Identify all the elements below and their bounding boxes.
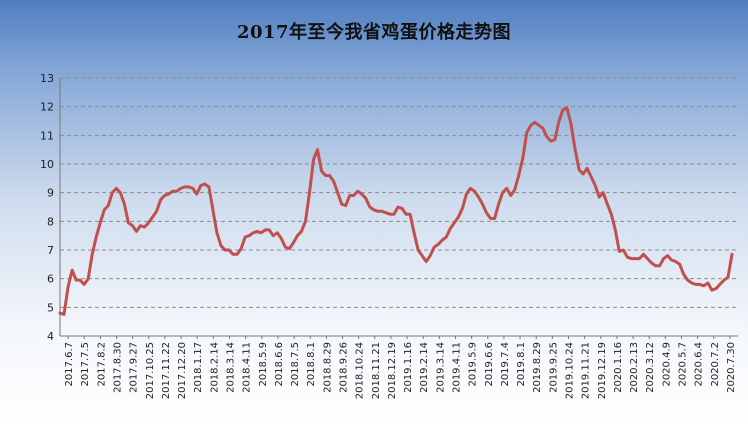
- x-tick-label: 2020.7.30: [726, 342, 737, 393]
- x-tick-label: 2020.7.2: [710, 342, 721, 387]
- x-tick-label: 2018.7.5: [290, 342, 301, 387]
- x-tick-label: 2019.1.16: [403, 342, 414, 393]
- x-tick-label: 2018.10.24: [355, 342, 366, 399]
- x-tick-label: 2018.6.6: [274, 342, 285, 387]
- x-tick-label: 2017.8.30: [113, 342, 124, 393]
- x-tick-label: 2017.12.20: [177, 342, 188, 399]
- x-tick-label: 2019.11.21: [581, 342, 592, 399]
- x-tick-label: 2018.5.9: [258, 342, 269, 387]
- x-tick-label: 2018.8.29: [322, 342, 333, 393]
- x-tick-label: 2018.4.11: [242, 342, 253, 393]
- x-tick-label: 2019.5.9: [468, 342, 479, 387]
- x-tick-label: 2020.5.7: [678, 342, 689, 387]
- y-tick-label: 13: [40, 72, 54, 85]
- y-tick-label: 8: [47, 215, 54, 228]
- x-tick-label: 2020.6.4: [694, 342, 705, 387]
- y-tick-label: 12: [40, 101, 54, 114]
- x-tick-label: 2018.12.19: [387, 342, 398, 399]
- x-tick-label: 2019.6.6: [484, 342, 495, 387]
- x-tick-label: 2019.2.14: [419, 342, 430, 393]
- x-tick-label: 2019.7.4: [500, 342, 511, 387]
- x-tick-label: 2017.7.5: [80, 342, 91, 387]
- x-tick-label: 2019.8.1: [516, 342, 527, 387]
- x-tick-label: 2019.10.24: [565, 342, 576, 399]
- x-tick-label: 2020.3.12: [645, 342, 656, 393]
- x-tick-label: 2019.9.25: [548, 342, 559, 393]
- x-tick-label: 2017.9.27: [129, 342, 140, 393]
- y-tick-label: 6: [47, 273, 54, 286]
- x-tick-label: 2018.8.1: [306, 342, 317, 387]
- price-series-line: [58, 106, 734, 316]
- x-tick-label: 2018.3.14: [226, 342, 237, 393]
- x-tick-label: 2018.1.17: [193, 342, 204, 393]
- x-tick-label: 2017.10.25: [145, 342, 156, 399]
- y-tick-label: 11: [40, 129, 54, 142]
- y-tick-label: 7: [47, 244, 54, 257]
- chart-title: 2017年至今我省鸡蛋价格走势图: [236, 22, 512, 43]
- x-tick-label: 2020.4.9: [661, 342, 672, 387]
- x-tick-label: 2017.8.2: [96, 342, 107, 387]
- x-tick-label: 2017.6.7: [64, 342, 75, 387]
- x-tick-label: 2019.4.11: [452, 342, 463, 393]
- x-tick-label: 2020.2.13: [629, 342, 640, 393]
- y-tick-label: 4: [47, 330, 54, 343]
- x-tick-label: 2019.3.14: [435, 342, 446, 393]
- x-tick-label: 2018.9.26: [339, 342, 350, 393]
- x-tick-label: 2019.8.29: [532, 342, 543, 393]
- x-tick-label: 2020.1.16: [613, 342, 624, 393]
- x-tick-label: 2018.11.21: [371, 342, 382, 399]
- x-tick-label: 2019.12.19: [597, 342, 608, 399]
- y-tick-label: 10: [40, 158, 54, 171]
- x-tick-label: 2017.11.22: [161, 342, 172, 399]
- y-tick-label: 5: [47, 301, 54, 314]
- y-tick-label: 9: [47, 187, 54, 200]
- x-tick-label: 2018.2.14: [209, 342, 220, 393]
